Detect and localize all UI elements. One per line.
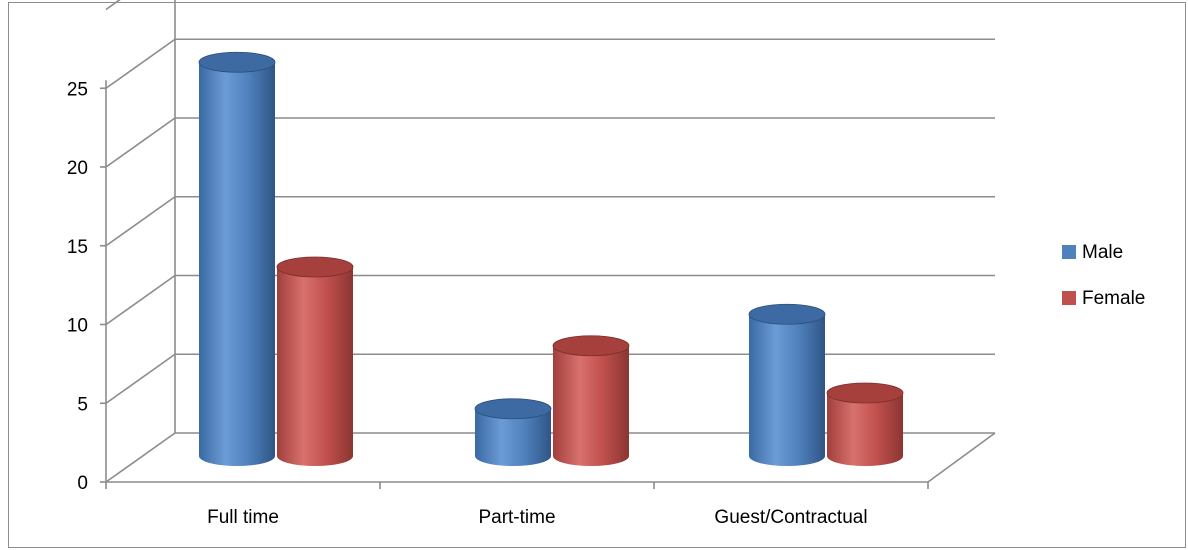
bar-top [474,398,552,420]
bar-top [198,51,276,73]
y-tick-label: 15 [67,237,88,258]
bar-body [553,345,629,466]
y-tick-label: 0 [77,473,88,494]
x-tick-label: Guest/Contractual [714,507,867,528]
tick-labels: 0 5 10 15 20 25 Full time Part-time Guest/Contra… [67,79,868,528]
bar-body [277,267,353,466]
y-tick-label: 20 [67,158,88,179]
y-tick-label: 10 [67,316,88,337]
bar-body [827,393,903,466]
bars [198,51,904,466]
bar-body [199,62,275,466]
gridline-side [105,117,176,168]
bar-body [475,408,551,466]
axes [100,80,996,489]
floor-right-edge [927,432,996,483]
legend-label-female: Female [1082,288,1145,309]
legend-swatch-female [1062,291,1076,305]
y-tick-label: 5 [77,394,88,415]
bar-top [276,256,354,278]
bar-male-2 [748,303,826,466]
gridline-side [105,353,176,404]
bar-top [748,303,826,325]
legend: Male Female [1062,242,1145,309]
gridline-side [105,0,121,11]
x-tick-label: Part-time [478,507,555,528]
bar-top [826,382,904,404]
bar-female-2 [826,382,904,466]
legend-swatch-male [1062,245,1076,259]
x-tick-label: Full time [207,507,279,528]
bar-male-0 [198,51,276,466]
gridline-side [105,432,176,483]
bar-top [552,335,630,357]
y-tick-label: 25 [67,79,88,100]
gridline-side [105,38,176,89]
bar-body [749,314,825,466]
gridline-side [105,196,176,247]
bar-male-1 [474,398,552,466]
legend-label-male: Male [1082,242,1123,263]
bar-female-1 [552,335,630,466]
bar-female-0 [276,256,354,466]
gridline-side [105,274,176,326]
